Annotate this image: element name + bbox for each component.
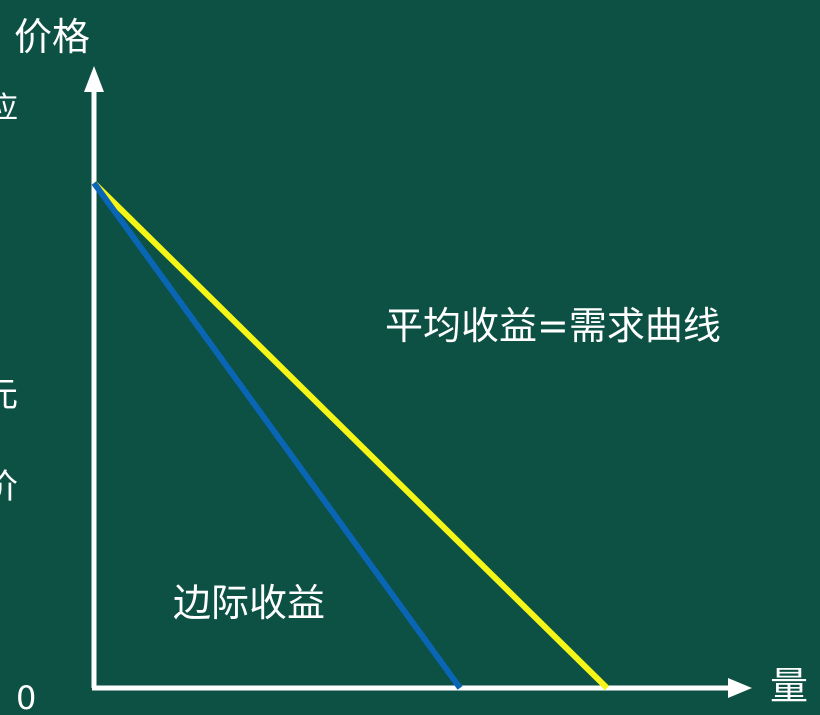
y-axis-arrowhead bbox=[84, 66, 104, 92]
marginal-revenue-line bbox=[91, 181, 463, 690]
edge-text-fragment: 应 bbox=[0, 91, 18, 126]
x-axis-label: 量 bbox=[770, 664, 809, 708]
edge-text-fragment: 元 bbox=[0, 375, 18, 415]
y-axis-label: 价格 bbox=[14, 15, 91, 59]
origin-label: 0 bbox=[16, 679, 37, 715]
average-revenue-line bbox=[91, 180, 610, 691]
average-revenue-label: 平均收益=需求曲线 bbox=[385, 304, 721, 348]
x-axis-arrowhead bbox=[728, 678, 752, 698]
edge-text-fragment: 价 bbox=[0, 467, 18, 507]
marginal-revenue-label: 边际收益 bbox=[173, 581, 326, 625]
